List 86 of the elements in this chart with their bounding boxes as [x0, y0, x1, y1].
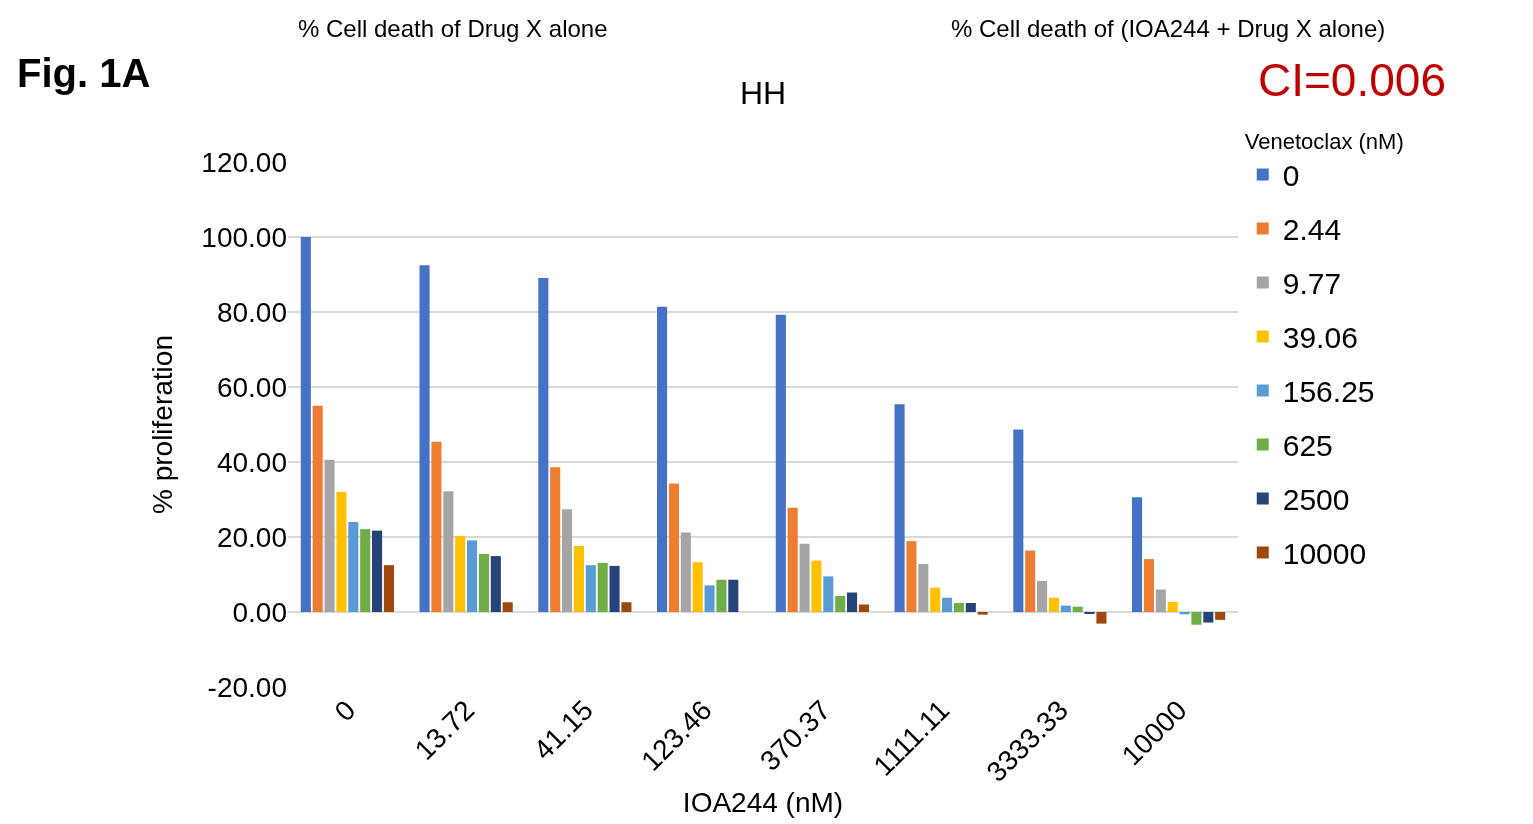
y-tick-label: 20.00: [216, 521, 287, 553]
bar: [668, 483, 679, 612]
bar: [942, 597, 953, 612]
legend-label: 39.06: [1282, 321, 1358, 355]
bar: [787, 507, 798, 612]
bar: [847, 592, 858, 612]
bar: [490, 556, 501, 612]
legend-label: 0: [1282, 159, 1300, 193]
bar: [348, 522, 359, 612]
bar: [431, 441, 442, 612]
caption: Fig. 1A: [17, 51, 151, 95]
bar: [336, 492, 347, 612]
bar: [775, 314, 786, 612]
bar: [372, 530, 383, 612]
bar: [953, 603, 964, 612]
bar: [918, 564, 929, 612]
bar: [573, 546, 584, 612]
bar: [312, 405, 323, 612]
bar: [823, 576, 834, 612]
legend-label: 2.44: [1282, 213, 1342, 247]
bar: [858, 604, 869, 612]
y-tick-label: 0.00: [232, 596, 287, 628]
legend-label: 156.25: [1282, 375, 1375, 409]
y-tick-label: 80.00: [216, 296, 287, 328]
legend-label: 10000: [1282, 537, 1367, 571]
bar: [478, 553, 489, 612]
bar: [704, 585, 715, 612]
bar: [1037, 580, 1048, 612]
text: % Cell death of (IOA244 + Drug X alone): [951, 15, 1386, 42]
bar: [383, 565, 394, 612]
bar: [716, 579, 727, 612]
bar: [930, 587, 941, 612]
bar: [1072, 606, 1083, 612]
bar: [1155, 589, 1166, 612]
legend-title: Venetoclax (nM): [1244, 128, 1404, 154]
bar: [455, 535, 466, 612]
legend-label: 625: [1282, 429, 1333, 463]
bar: [1060, 605, 1071, 612]
y-tick-label: -20.00: [207, 671, 287, 703]
text: % Cell death of Drug X alone: [298, 15, 608, 42]
bar: [1143, 559, 1154, 612]
bar: [894, 404, 905, 612]
bar: [443, 491, 454, 612]
legend-label: 9.77: [1282, 267, 1342, 301]
bar: [324, 459, 335, 612]
bar: [585, 565, 596, 612]
bar: [538, 277, 549, 612]
bar: [300, 237, 311, 612]
bar: [467, 540, 478, 612]
bar: [835, 595, 846, 612]
bar: [609, 565, 620, 612]
bar: [1215, 612, 1226, 620]
bar: [977, 612, 988, 615]
text: CI=0.006: [1258, 54, 1446, 106]
bar: [621, 602, 632, 612]
bar: [1203, 612, 1214, 623]
bar: [906, 541, 917, 612]
bar: [799, 543, 810, 612]
x-axis-title: IOA244 (nM): [682, 786, 844, 818]
bar: [1132, 497, 1143, 612]
bar: [360, 529, 371, 612]
chart-title: HH: [739, 75, 787, 112]
bar: [728, 579, 739, 612]
y-tick-label: 60.00: [216, 371, 287, 403]
bar: [597, 562, 608, 612]
y-axis-title: % proliferation: [147, 335, 179, 514]
legend-label: 2500: [1282, 483, 1350, 517]
bar: [1191, 612, 1202, 625]
y-tick-label: 100.00: [201, 221, 287, 253]
bar: [1013, 429, 1024, 612]
y-tick-label: 40.00: [216, 446, 287, 478]
bar: [680, 532, 691, 612]
bar: [502, 602, 513, 612]
bar: [550, 467, 561, 612]
bar: [692, 562, 703, 612]
bar: [1096, 612, 1107, 624]
bar: [419, 265, 430, 612]
bar: [811, 560, 822, 612]
y-tick-label: 120.00: [201, 146, 287, 178]
bar: [1025, 550, 1036, 612]
bar: [562, 509, 573, 612]
bar: [657, 306, 668, 612]
x-tick-label: 0: [328, 694, 362, 728]
bar: [1167, 601, 1178, 612]
bar: [965, 603, 976, 612]
bar: [1048, 597, 1059, 612]
